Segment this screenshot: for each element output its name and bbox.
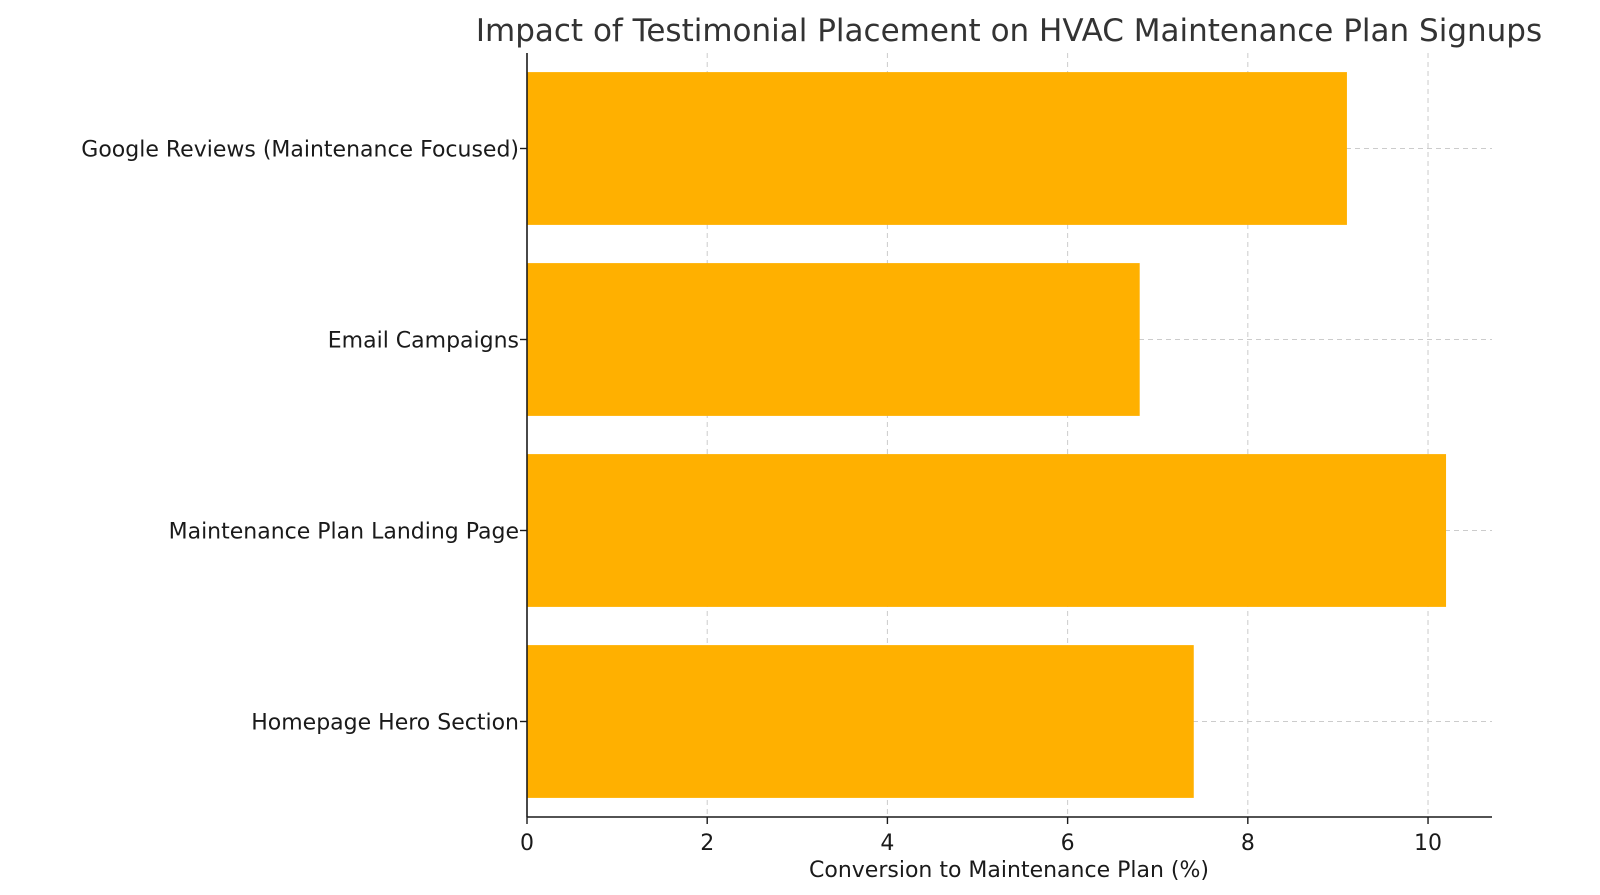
category-label: Homepage Hero Section [251,711,519,736]
x-tick-label: 4 [880,831,894,856]
category-labels: Homepage Hero Section Maintenance Plan La… [81,138,519,736]
bar [527,263,1140,416]
bar [527,645,1194,798]
category-label: Google Reviews (Maintenance Focused) [81,138,519,163]
x-tick-label: 2 [700,831,714,856]
category-label: Email Campaigns [328,329,519,354]
chart-title: Impact of Testimonial Placement on HVAC … [476,13,1542,49]
x-axis-label: Conversion to Maintenance Plan (%) [809,858,1209,883]
bar [527,72,1347,225]
x-tick-label: 8 [1241,831,1255,856]
ticks: 0 2 4 6 8 10 [520,147,1442,856]
bar [527,454,1447,607]
category-label: Maintenance Plan Landing Page [169,520,519,545]
axes [526,53,1492,818]
x-tick-label: 6 [1061,831,1075,856]
bars [527,72,1447,798]
x-tick-label: 0 [520,831,534,856]
x-tick-label: 10 [1414,831,1442,856]
